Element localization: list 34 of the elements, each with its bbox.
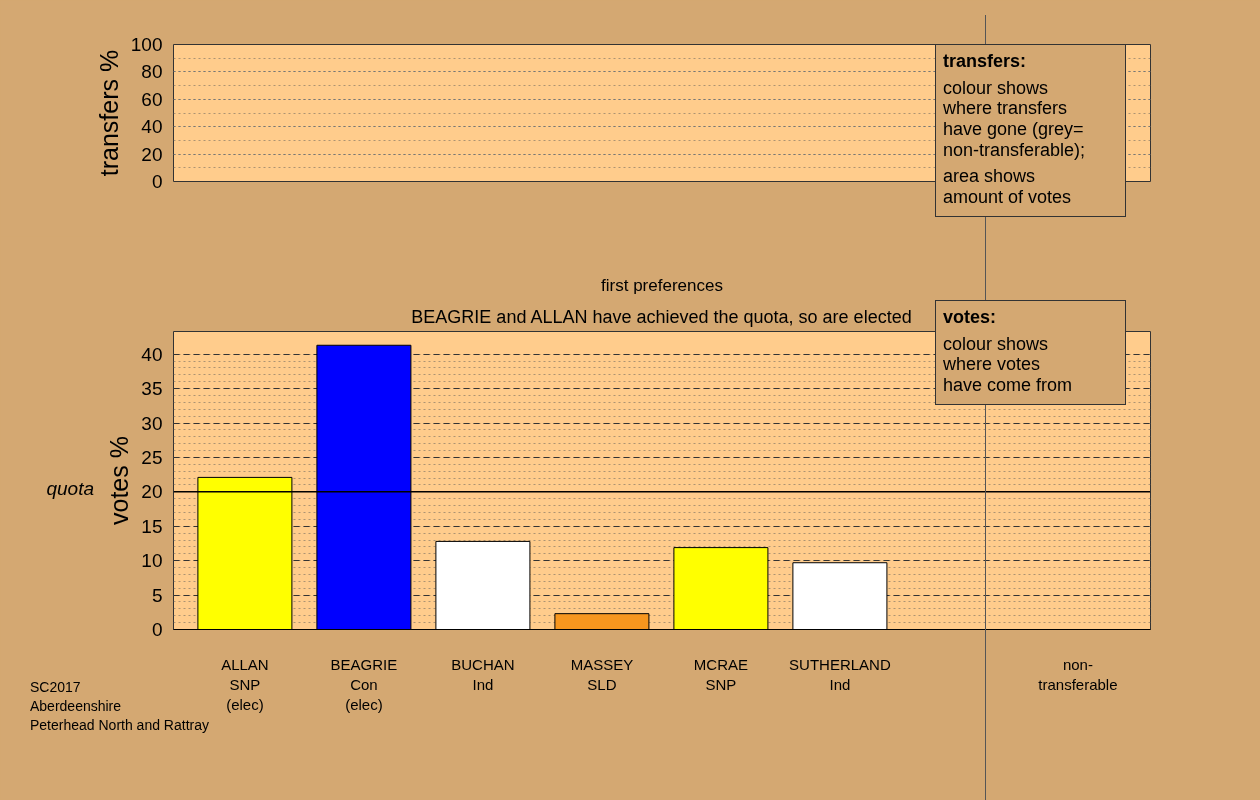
chart-subtitle: BEAGRIE and ALLAN have achieved the quota, so are elected [411,306,912,327]
text: SC2017 Aberdeenshire Peterhead North and Rattray [30,678,209,735]
y-tick-label: 0 [151,171,163,192]
y-tick-label: 25 [141,446,163,468]
y-tick-label: 20 [141,481,163,503]
x-tick-label: MASSEY SLD [570,655,634,693]
y-tick-label: 10 [141,550,163,572]
y-axis-title: transfers % [94,49,123,177]
chart-title: first preferences [601,275,723,295]
x-tick-label: non- transferable [1038,655,1118,693]
annotation: colour shows where votes have come from [943,333,1074,396]
x-tick-label: ALLAN SNP (elec) [221,655,269,714]
annotation: area shows amount of votes [943,166,1073,208]
y-tick-label: 5 [151,584,163,606]
y-tick-label: 0 [151,619,163,640]
x-tick-label: BEAGRIE Con (elec) [330,655,398,714]
x-tick-label: BUCHAN Ind [451,655,515,693]
y-axis-title: votes % [105,436,134,525]
legend-note-box: transfers: colour shows where transfers have gone (grey= non-transferable); area shows amount of votes [935,44,1126,217]
y-tick-label: 15 [141,515,163,537]
y-tick-label: 100 [130,34,163,55]
annotation: transfers: [943,51,1028,72]
y-tick-label: 60 [141,88,163,110]
x-tick-label: SUTHERLAND Ind [789,655,891,693]
y-tick-label: 35 [141,378,163,400]
y-tick-label: 40 [141,343,163,365]
y-tick-label: 20 [141,143,163,165]
y-tick-label: 30 [141,412,163,434]
annotation: colour shows where transfers have gone (grey= non-transferable); [943,77,1087,161]
x-tick-label: MCRAE SNP [693,655,748,693]
legend-note-box: votes: colour shows where votes have come from [935,300,1126,405]
y-tick-label: 80 [141,61,163,83]
ref-line-label: quota [45,478,94,500]
y-tick-label: 40 [141,116,163,138]
